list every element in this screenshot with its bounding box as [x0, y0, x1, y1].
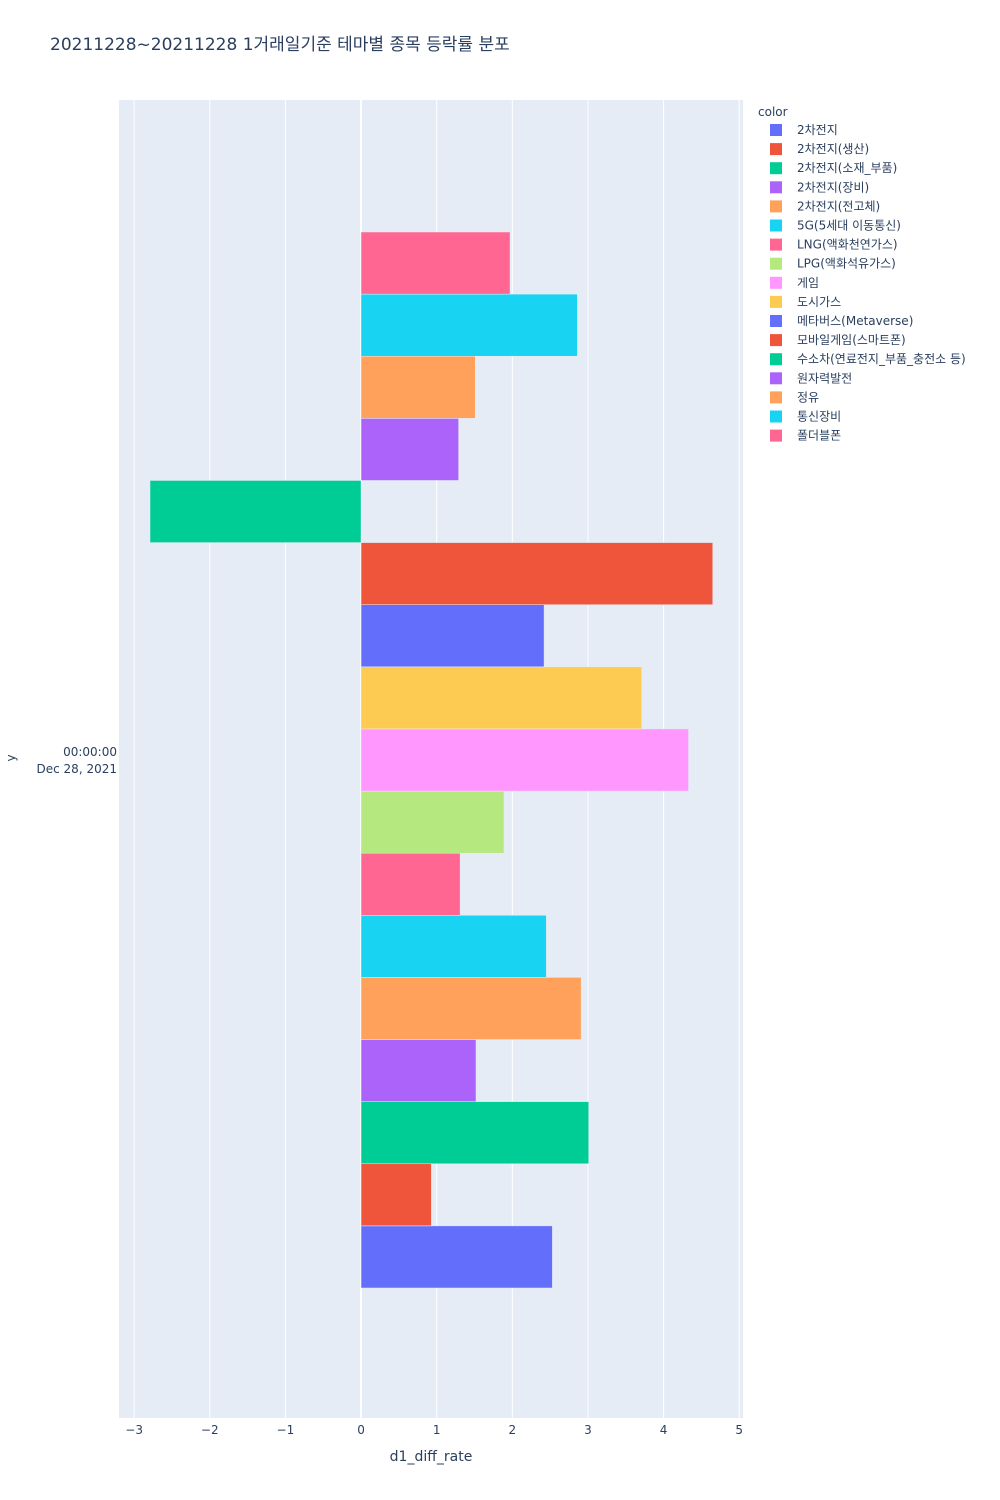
legend-swatch: [770, 334, 782, 347]
legend-label: 게임: [797, 276, 819, 290]
bar-3: [360, 1101, 589, 1165]
legend-label: 모바일게임(스마트폰): [797, 333, 906, 347]
legend-swatch: [770, 276, 782, 289]
legend-swatch: [770, 410, 782, 423]
legend-swatch: [770, 257, 782, 270]
x-tick-label: 0: [357, 1423, 365, 1437]
legend-swatch: [770, 315, 782, 327]
legend-swatch: [770, 372, 782, 385]
bar-10: [360, 666, 642, 730]
x-tick-label: −2: [201, 1423, 219, 1437]
legend: color 2차전지 2차전지(생산) 2차전지(소재_부품) 2차전지(장비) 2차전…: [758, 105, 966, 443]
bar-12: [360, 542, 713, 605]
bar-9: [360, 728, 689, 792]
legend-label: 통신장비: [797, 410, 841, 424]
legend-label: 2차전지(생산): [797, 142, 869, 156]
bar-4: [360, 1039, 477, 1102]
legend-label: 2차전지(장비): [797, 180, 869, 194]
bar-8: [360, 790, 505, 854]
legend-swatch: [770, 143, 782, 156]
bar-5: [360, 977, 582, 1040]
x-tick-label: −1: [277, 1423, 295, 1437]
x-tick-label: 3: [584, 1423, 592, 1437]
bar-11: [360, 604, 545, 668]
legend-label: 2차전지(전고체): [797, 199, 880, 213]
y-tick-time: 00:00:00: [63, 745, 117, 759]
bar-17: [360, 231, 511, 295]
legend-swatch: [770, 181, 782, 194]
y-tick-date: Dec 28, 2021: [37, 762, 117, 776]
x-tick-label: 4: [660, 1423, 668, 1437]
x-tick-label: 2: [508, 1423, 516, 1437]
bar-2: [360, 1163, 432, 1227]
bar-7: [360, 852, 461, 916]
bar-15: [360, 355, 476, 419]
legend-swatch: [770, 162, 782, 175]
chart-title: 20211228~20211228 1거래일기준 테마별 종목 등락률 분포: [50, 35, 510, 55]
legend-label: 도시가스: [797, 295, 841, 309]
legend-label: 원자력발전: [797, 371, 852, 385]
bar-16: [360, 293, 578, 357]
legend-swatch: [770, 353, 782, 366]
legend-swatch: [770, 295, 782, 308]
bars: [149, 231, 713, 1289]
bar-6: [360, 915, 547, 978]
legend-title: color: [758, 105, 788, 119]
legend-label: 2차전지(소재_부품): [797, 161, 897, 175]
bar-13: [149, 480, 362, 543]
legend-label: 메타버스(Metaverse): [797, 314, 913, 328]
x-tick-label: −3: [125, 1423, 143, 1437]
legend-label: LNG(액화천연가스): [797, 237, 898, 252]
legend-swatch: [770, 200, 782, 213]
x-tick-label: 1: [433, 1423, 441, 1437]
legend-label: 폴더블폰: [797, 429, 841, 443]
legend-label: 2차전지: [797, 123, 838, 137]
legend-swatch: [770, 429, 782, 442]
x-axis-title: d1_diff_rate: [390, 1449, 473, 1465]
x-tick-label: 5: [735, 1423, 743, 1437]
legend-label: 정유: [797, 390, 819, 404]
legend-label: 수소차(연료전지_부품_충전소 등): [797, 352, 966, 366]
legend-label: LPG(액화석유가스): [797, 257, 896, 271]
legend-swatch: [770, 238, 782, 251]
bar-1: [360, 1225, 553, 1289]
legend-swatch: [770, 391, 782, 404]
legend-label: 5G(5세대 이동통신): [797, 219, 901, 233]
bar-14: [360, 418, 459, 481]
y-axis-ticks: 00:00:00 Dec 28, 2021: [37, 745, 117, 776]
legend-swatch: [770, 219, 782, 232]
y-axis-title: y: [4, 754, 18, 761]
legend-swatch: [770, 124, 782, 136]
x-axis-ticks: −3 −2 −1 0 1 2 3 4 5: [125, 1423, 743, 1437]
